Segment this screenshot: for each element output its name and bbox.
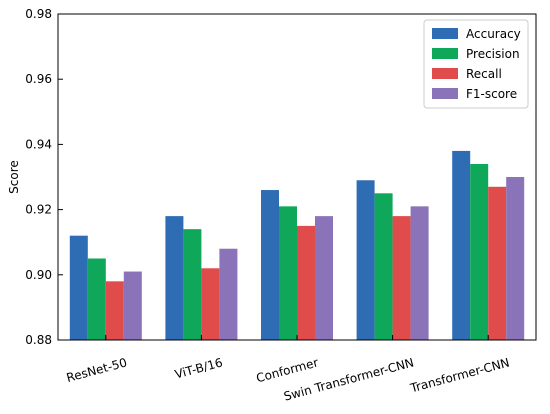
y-tick-label: 0.92 (25, 203, 52, 217)
legend-swatch (432, 88, 458, 99)
bar-recall (201, 268, 220, 340)
bar-precision (374, 193, 393, 340)
legend-label: Precision (466, 47, 520, 61)
bar-f1-score (410, 206, 429, 340)
bar-precision (87, 258, 106, 340)
bar-accuracy (165, 216, 184, 340)
x-tick-label: Conformer (255, 355, 320, 385)
bar-accuracy (69, 235, 88, 340)
bar-f1-score (315, 216, 333, 340)
legend-swatch (432, 48, 458, 59)
bar-recall (105, 281, 124, 340)
bar-accuracy (452, 150, 471, 340)
bar-recall (488, 186, 507, 340)
bar-precision (279, 206, 297, 340)
legend-label: F1-score (466, 87, 517, 101)
bar-recall (392, 216, 411, 340)
legend-label: Accuracy (466, 27, 521, 41)
bar-recall (297, 225, 315, 340)
x-tick-label: ResNet-50 (65, 355, 129, 385)
legend-frame (423, 19, 529, 109)
y-tick-label: 0.96 (25, 72, 52, 86)
bar-accuracy (356, 180, 375, 340)
y-tick-label: 0.98 (25, 7, 52, 21)
x-tick-label: ViT-B/16 (173, 355, 224, 381)
bars-layer (69, 150, 525, 340)
legend-swatch (432, 68, 458, 79)
y-tick-label: 0.90 (25, 268, 52, 282)
bar-f1-score (123, 271, 142, 340)
legend-label: Recall (466, 67, 502, 81)
legend-swatch (432, 28, 458, 39)
y-axis: 0.88 0.90 0.92 0.94 0.96 0.98 (25, 7, 63, 347)
bar-accuracy (261, 190, 279, 340)
legend: Accuracy Precision Recall F1-score (423, 19, 529, 109)
bar-f1-score (506, 177, 525, 340)
bar-precision (470, 163, 489, 340)
bar-f1-score (219, 248, 238, 340)
x-tick-label: Transformer-CNN (408, 355, 511, 395)
y-axis-label: Score (7, 160, 21, 194)
y-tick-label: 0.94 (25, 137, 52, 151)
bar-precision (183, 229, 202, 340)
y-tick-label: 0.88 (25, 333, 52, 347)
